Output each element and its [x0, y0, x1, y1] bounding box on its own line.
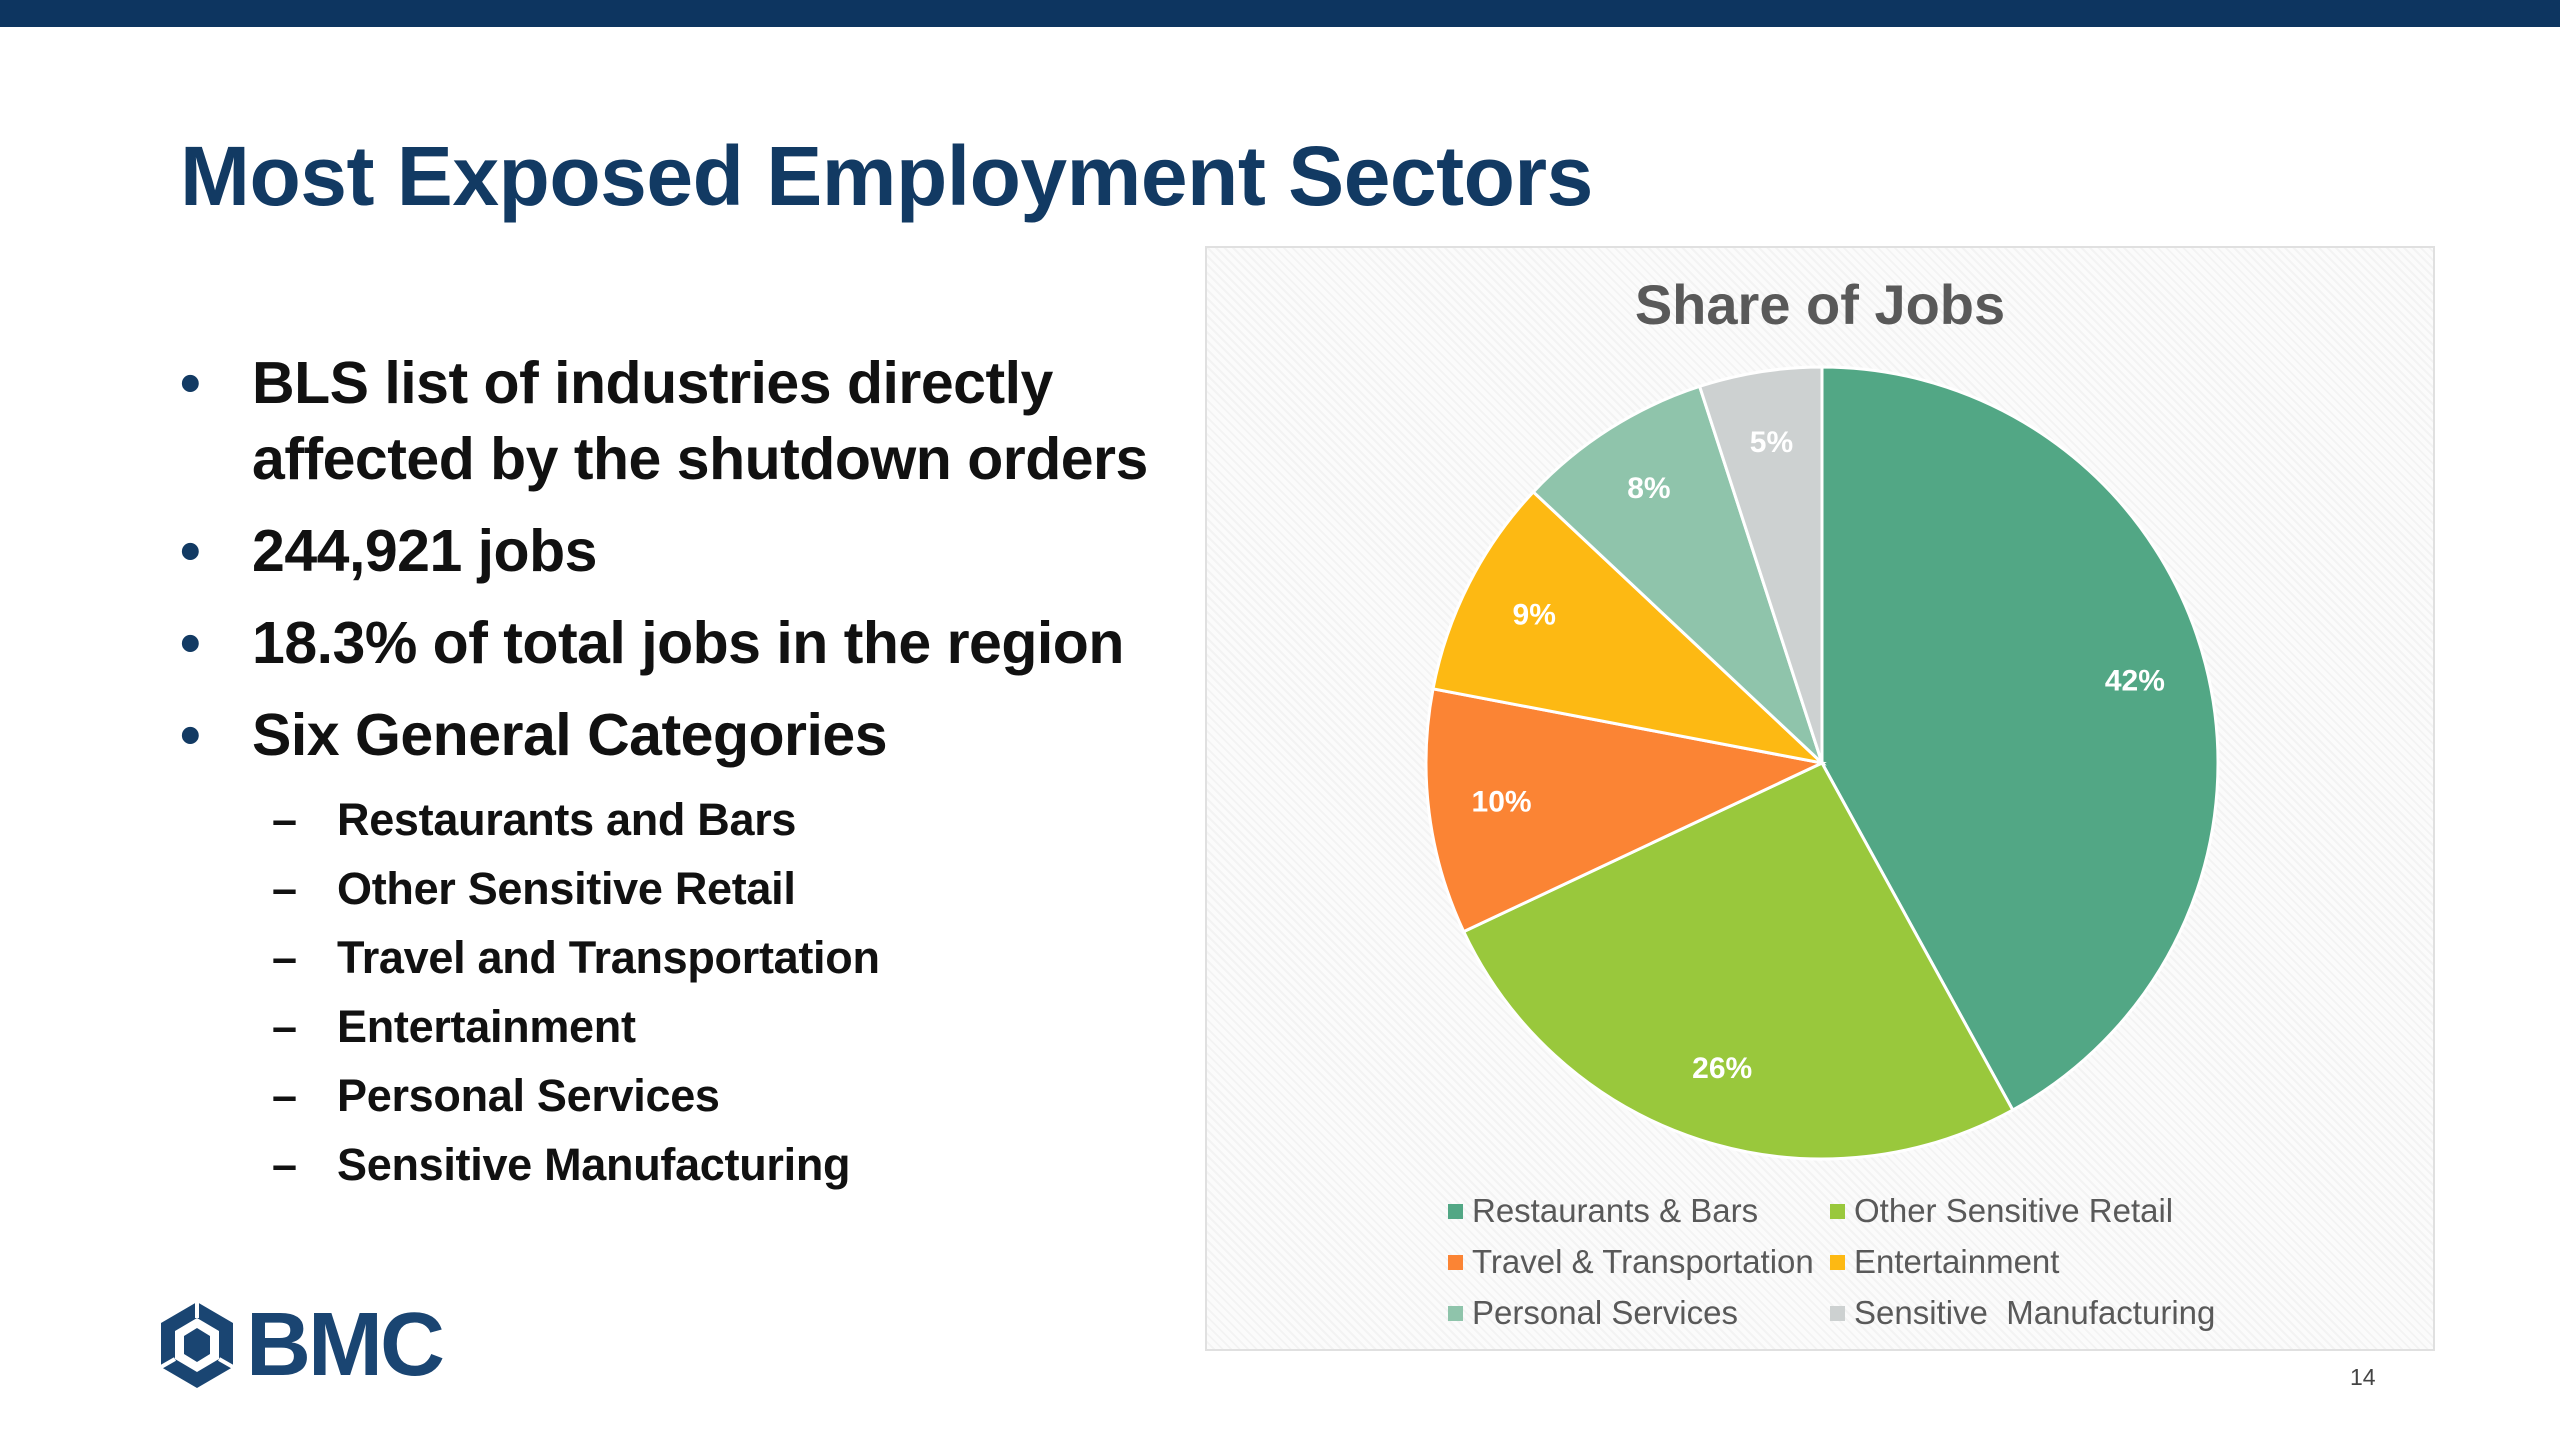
legend-swatch [1448, 1305, 1463, 1321]
sub-bullet-item: Other Sensitive Retail [180, 854, 1210, 923]
pie-slice-travel-transportation [1424, 687, 1827, 934]
legend-swatch [1830, 1254, 1845, 1270]
legend-item: Entertainment [1830, 1243, 2059, 1281]
legend-swatch [1448, 1203, 1463, 1219]
pie-data-label: 26% [1692, 1052, 1752, 1085]
bullet-list: BLS list of industries directly affected… [180, 345, 1210, 1199]
bullet-item: 244,921 jobs [180, 513, 1210, 589]
top-bar [0, 0, 2560, 27]
legend-swatch [1830, 1203, 1845, 1219]
legend-item: Other Sensitive Retail [1830, 1192, 2173, 1230]
chart-title: Share of Jobs [1634, 273, 2006, 336]
legend-swatch [1830, 1305, 1845, 1321]
legend-label: Other Sensitive Retail [1854, 1192, 2174, 1229]
legend-swatch [1448, 1254, 1463, 1270]
pie-slice-personal-services [1531, 384, 1824, 765]
sub-bullet-item: Personal Services [180, 1061, 1210, 1130]
legend-label: Travel & Transportation [1472, 1243, 1814, 1280]
pie-slice-entertainment [1431, 489, 1827, 766]
pie-data-label: 5% [1750, 426, 1793, 459]
pie-data-label: 8% [1627, 472, 1670, 505]
sub-bullet-item: Travel and Transportation [180, 923, 1210, 992]
bullet-item: BLS list of industries directly affected… [180, 345, 1210, 497]
pie-slice-restaurants-bars [1820, 365, 2220, 1113]
bullet-item: Six General Categories [180, 697, 1210, 773]
legend-item: Sensitive Manufacturing [1830, 1294, 2215, 1332]
sub-bullet-item: Restaurants and Bars [180, 785, 1210, 854]
legend-label: Personal Services [1472, 1294, 1738, 1331]
sub-bullet-item: Entertainment [180, 992, 1210, 1061]
logo-text: BMC [246, 1295, 445, 1395]
legend-item: Restaurants & Bars [1448, 1192, 1758, 1230]
legend-label: Entertainment [1854, 1243, 2060, 1280]
pie-data-label: 10% [1472, 785, 1532, 818]
pie-data-label: 9% [1513, 598, 1556, 631]
bmc-hexagon-icon [160, 1302, 234, 1388]
page-number: 14 [2350, 1364, 2376, 1390]
bmc-logo: BMC [158, 1295, 445, 1395]
legend-item: Personal Services [1448, 1294, 1738, 1332]
sub-bullet-item: Sensitive Manufacturing [180, 1130, 1210, 1199]
legend-item: Travel & Transportation [1448, 1243, 1814, 1281]
legend-label: Sensitive Manufacturing [1854, 1294, 2216, 1331]
bullet-item: 18.3% of total jobs in the region [180, 605, 1210, 681]
pie-slice-other-sensitive-retail [1461, 761, 2015, 1161]
sub-bullet-list: Restaurants and Bars Other Sensitive Ret… [180, 785, 1210, 1199]
pie-slice-sensitive-manufacturing [1697, 365, 1824, 764]
pie-data-label: 42% [2105, 665, 2165, 698]
slide-title: Most Exposed Employment Sectors [180, 129, 1593, 223]
legend-label: Restaurants & Bars [1472, 1192, 1759, 1229]
